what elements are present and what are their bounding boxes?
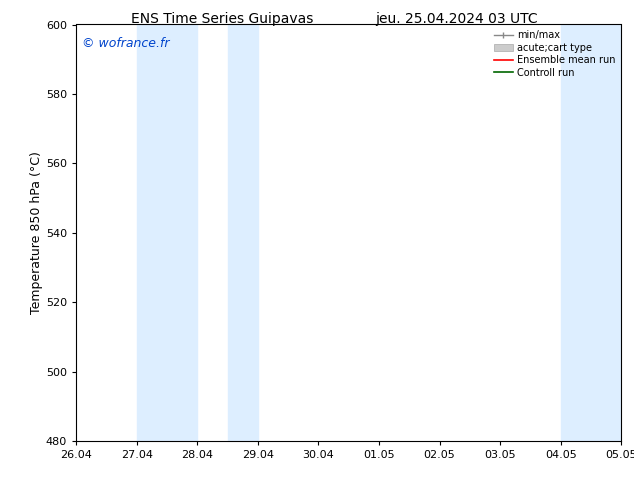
Text: © wofrance.fr: © wofrance.fr xyxy=(82,37,169,50)
Bar xyxy=(228,24,258,441)
Bar xyxy=(137,24,197,441)
Legend: min/max, acute;cart type, Ensemble mean run, Controll run: min/max, acute;cart type, Ensemble mean … xyxy=(491,27,618,80)
Text: jeu. 25.04.2024 03 UTC: jeu. 25.04.2024 03 UTC xyxy=(375,12,538,26)
Bar xyxy=(560,24,621,441)
Text: ENS Time Series Guipavas: ENS Time Series Guipavas xyxy=(131,12,313,26)
Y-axis label: Temperature 850 hPa (°C): Temperature 850 hPa (°C) xyxy=(30,151,43,314)
